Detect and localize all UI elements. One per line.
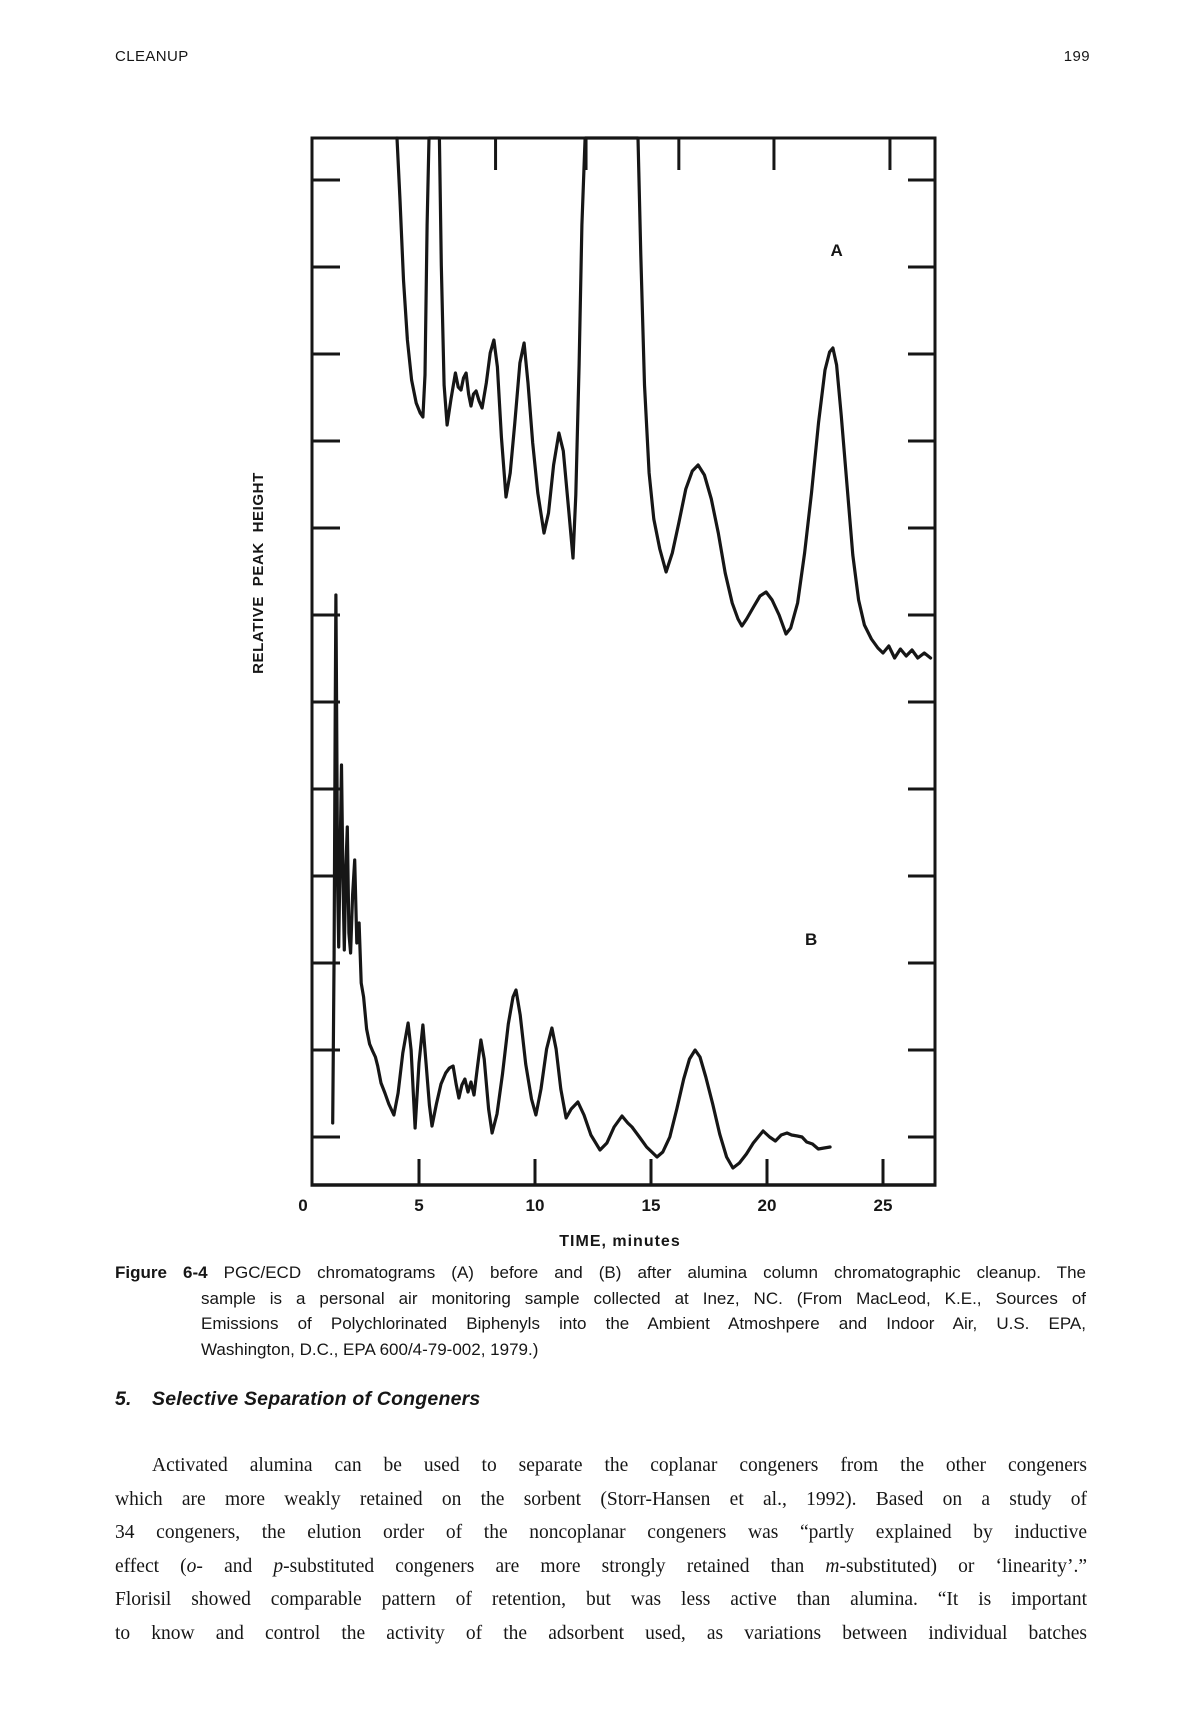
trace-B	[331, 593, 832, 1170]
text-run: -substituted) or ‘linearity’.”	[839, 1555, 1087, 1577]
x-tick-label: 10	[526, 1196, 545, 1215]
body-line: Activated alumina can be used to separat…	[115, 1449, 1087, 1483]
text-run: - and	[196, 1555, 274, 1577]
caption-line: Washington, D.C., EPA 600/4-79-002, 1979…	[201, 1339, 539, 1359]
text-run: which are more weakly retained on the so…	[115, 1488, 1087, 1510]
body-line: to know and control the activity of the …	[115, 1617, 1087, 1651]
x-tick-label: 0	[298, 1196, 307, 1215]
y-axis-label: RELATIVE PEAK HEIGHT	[250, 472, 267, 674]
caption-line: Figure 6-4 PGC/ECD chromatograms (A) bef…	[115, 1263, 1086, 1282]
figure-6-4: TIME, minutes 0 5 10 15 20 25 A B	[290, 120, 950, 1255]
trace-A	[395, 136, 933, 660]
x-tick-label: 15	[642, 1196, 661, 1215]
body-line: 34 congeners, the elution order of the n…	[115, 1516, 1087, 1550]
italic-text: p	[273, 1555, 284, 1577]
trace-label-A: A	[830, 241, 842, 260]
figure-caption: Figure 6-4 PGC/ECD chromatograms (A) bef…	[115, 1260, 1086, 1362]
text-run: Florisil showed comparable pattern of re…	[115, 1589, 1087, 1610]
body-line: effect (o- and p-substituted congeners a…	[115, 1550, 1087, 1584]
text-run: Activated alumina can be used to separat…	[152, 1455, 1087, 1476]
body-paragraph: Activated alumina can be used to separat…	[115, 1449, 1087, 1650]
x-tick-label: 20	[758, 1196, 777, 1215]
page-number: 199	[1063, 48, 1090, 65]
text-run: -substituted congeners are more strongly…	[283, 1555, 826, 1577]
section-heading: 5. Selective Separation of Congeners	[115, 1388, 480, 1411]
caption-line: sample is a personal air monitoring samp…	[201, 1288, 1086, 1308]
text-run: 34 congeners, the elution order of the n…	[115, 1522, 1087, 1543]
trace-label-B: B	[805, 930, 817, 949]
section-number: 5.	[115, 1388, 132, 1410]
body-line: which are more weakly retained on the so…	[115, 1483, 1087, 1517]
body-line: Florisil showed comparable pattern of re…	[115, 1583, 1087, 1617]
caption-label: Figure 6-4	[115, 1263, 208, 1282]
text-run: effect (	[115, 1555, 187, 1577]
page-header: CLEANUP 199	[115, 48, 1090, 65]
section-title: Selective Separation of Congeners	[152, 1388, 481, 1410]
x-tick-label: 25	[874, 1196, 893, 1215]
italic-text: m	[825, 1555, 840, 1577]
running-head: CLEANUP	[115, 48, 189, 65]
italic-text: o	[186, 1555, 197, 1577]
text-run: to know and control the activity of the …	[115, 1622, 1087, 1644]
chromatogram-plot: TIME, minutes 0 5 10 15 20 25 A B	[298, 136, 937, 1250]
caption-line: Emissions of Polychlorinated Biphenyls i…	[201, 1314, 1086, 1334]
x-axis-label: TIME, minutes	[559, 1233, 680, 1250]
x-tick-label: 5	[414, 1196, 423, 1215]
